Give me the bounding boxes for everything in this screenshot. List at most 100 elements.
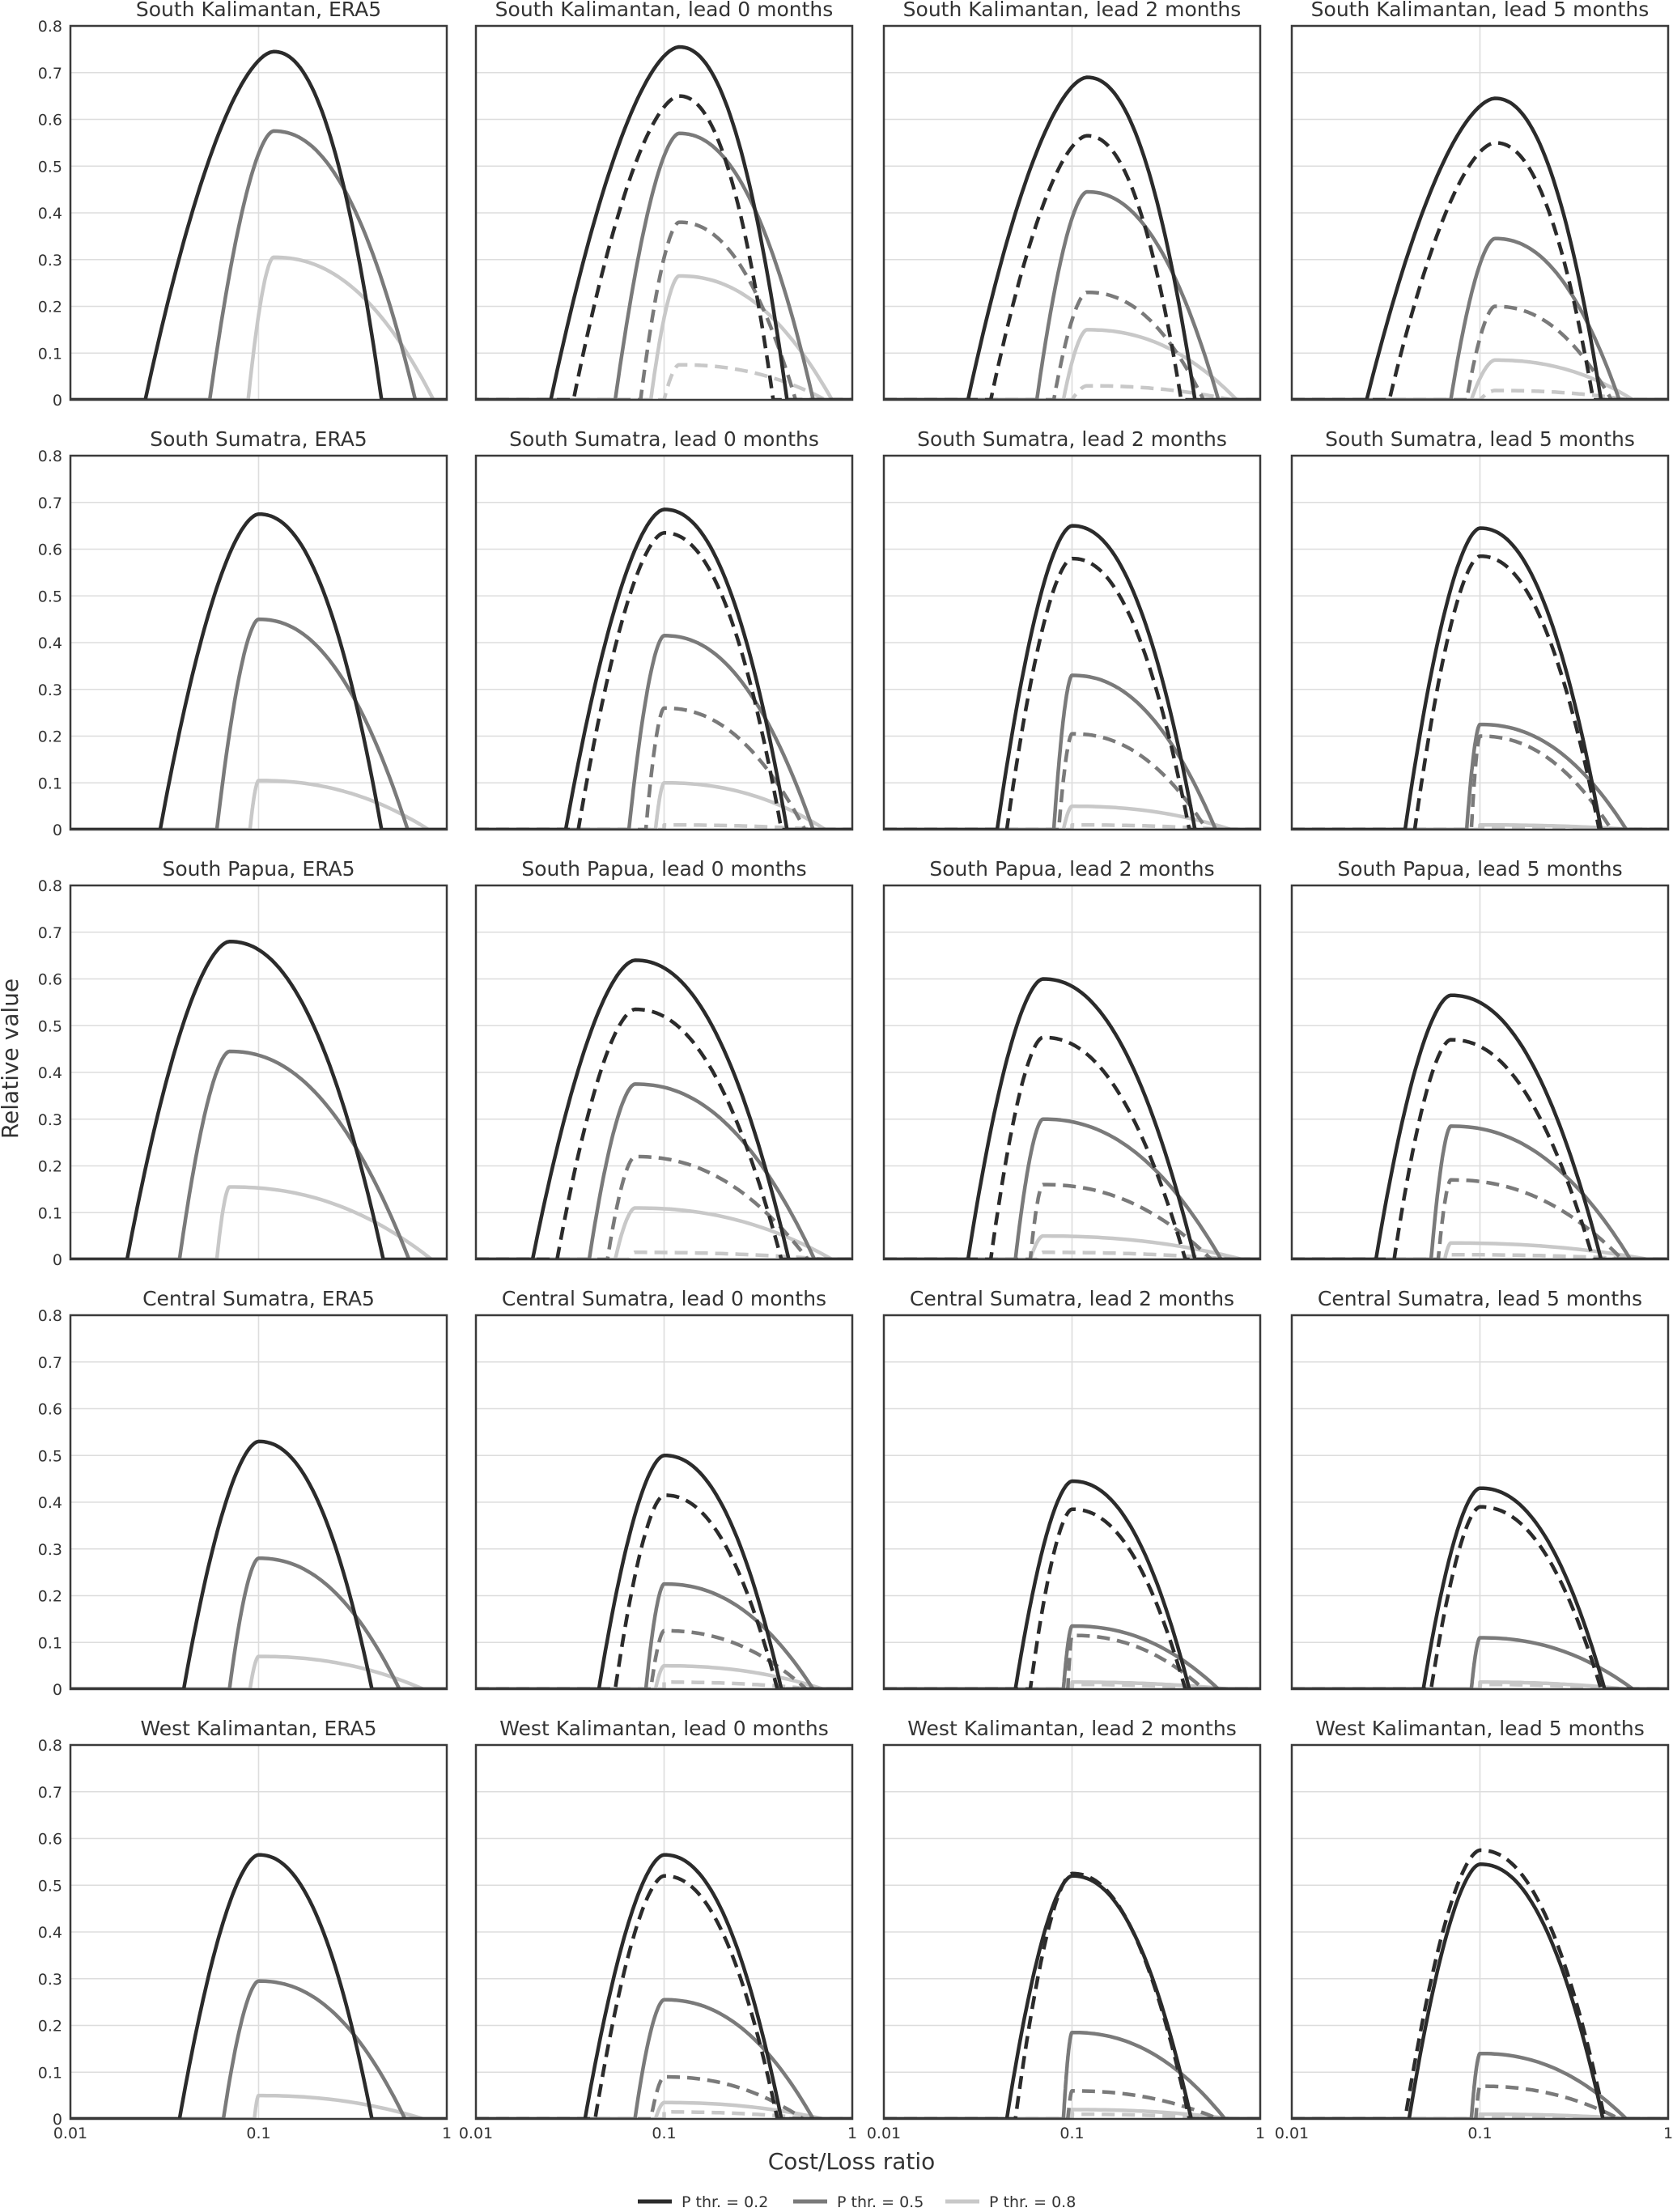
x-tick-label: 1 (847, 2125, 857, 2142)
forecast-curve-dashed (1292, 1848, 1668, 2119)
forecast-curve-dashed (1292, 388, 1668, 400)
forecast-curve-dashed (1292, 141, 1668, 400)
panel: South Kalimantan, lead 2 months (882, 0, 1262, 401)
forecast-curve-dashed (1292, 554, 1668, 830)
panel-title: West Kalimantan, lead 0 months (499, 1717, 828, 1740)
curve-solid (70, 1185, 447, 1259)
panel: South Kalimantan, lead 0 months (474, 0, 854, 401)
y-tick-label: 0.3 (38, 1971, 62, 1989)
panel: West Kalimantan, lead 2 months 0.01 0.1 1 (867, 1717, 1265, 2142)
forecast-curve-dashed (884, 1250, 1260, 1259)
curve-solid (70, 1979, 447, 2119)
y-tick-label: 0.5 (38, 588, 62, 605)
curve-solid (476, 781, 852, 830)
y-tick-label: 0.7 (38, 1784, 62, 1802)
y-tick-label: 0.8 (38, 877, 62, 895)
panel: South Papua, lead 0 months (474, 857, 854, 1261)
curve-solid (476, 1663, 852, 1689)
curve-group (476, 958, 852, 1259)
panel-frame (474, 24, 854, 401)
x-tick-label: 0.1 (1059, 2125, 1084, 2142)
curve-group (1292, 526, 1668, 830)
forecast-curve-dashed (1292, 304, 1668, 400)
curve-solid (884, 1117, 1260, 1259)
x-tick-label: 0.01 (459, 2125, 493, 2142)
panel-title: South Sumatra, lead 0 months (509, 427, 819, 451)
curve-group (884, 1479, 1260, 1689)
y-tick-label: 0.4 (38, 1924, 62, 1942)
panel-title: South Papua, lead 0 months (521, 857, 806, 881)
panel-frame (882, 454, 1262, 831)
panel-frame (69, 884, 448, 1261)
curve-solid (1292, 1124, 1668, 1259)
panel-frame (474, 884, 854, 1261)
x-axis-label: Cost/Loss ratio (768, 2148, 936, 2175)
curve-solid (884, 804, 1260, 830)
panel-title: South Kalimantan, lead 2 months (903, 0, 1242, 21)
y-tick-label: 0.3 (38, 681, 62, 699)
y-tick-label: 0.1 (38, 775, 62, 792)
y-tick-label: 0.4 (38, 635, 62, 652)
legend: P thr. = 0.2 P thr. = 0.5 P thr. = 0.8 (638, 2193, 1076, 2211)
panel-title: South Sumatra, lead 2 months (917, 427, 1227, 451)
y-tick-label: 0.2 (38, 1588, 62, 1606)
y-tick-label: 0.8 (38, 1307, 62, 1325)
forecast-curve-dashed (1292, 2084, 1668, 2119)
panel-frame (1290, 884, 1670, 1261)
y-tick-label: 0.1 (38, 1204, 62, 1222)
panel: South Sumatra, lead 0 months (474, 427, 854, 831)
y-tick-label: 0.6 (38, 1401, 62, 1419)
panel: Central Sumatra, lead 2 months (882, 1287, 1262, 1691)
curve-solid (476, 1853, 852, 2119)
panel-frame (69, 1314, 448, 1691)
panel: West Kalimantan, lead 5 months 0.01 0.1 1 (1275, 1717, 1673, 2142)
y-tick-label: 0.7 (38, 1354, 62, 1372)
curve-group (70, 512, 447, 830)
forecast-curve-dashed (476, 1493, 852, 1689)
forecast-curve-dashed (476, 220, 852, 400)
panel-title: South Kalimantan, lead 0 months (495, 0, 834, 21)
forecast-curve-dashed (476, 2110, 852, 2119)
curve-solid (884, 524, 1260, 830)
x-tick-label: 1 (1663, 2125, 1673, 2142)
forecast-curve-dashed (884, 2112, 1260, 2119)
y-tick-label: 0.3 (38, 252, 62, 270)
curve-group (884, 977, 1260, 1259)
curve-solid (476, 45, 852, 400)
panel-title: South Sumatra, lead 5 months (1325, 427, 1635, 451)
y-tick-label: 0.4 (38, 205, 62, 223)
curve-group (1292, 993, 1668, 1259)
panel: South Kalimantan, ERA5 0 0.1 0.2 0.3 0.4 0.5 0.… (38, 0, 448, 410)
forecast-curve-dashed (476, 1250, 852, 1259)
panel-title: West Kalimantan, lead 2 months (907, 1717, 1236, 1740)
curve-group (70, 1439, 447, 1689)
forecast-curve-dashed (476, 706, 852, 830)
forecast-curve-dashed (476, 531, 852, 830)
panel-title: Central Sumatra, lead 0 months (502, 1287, 826, 1310)
forecast-curve-dashed (884, 1182, 1260, 1259)
panel-title: West Kalimantan, ERA5 (140, 1717, 376, 1740)
panel-title: West Kalimantan, lead 5 months (1315, 1717, 1644, 1740)
curve-solid (884, 1624, 1260, 1689)
curve-solid (70, 1853, 447, 2119)
curve-solid (1292, 1636, 1668, 1689)
x-tick-label: 0.1 (1467, 2125, 1492, 2142)
curve-solid (70, 940, 447, 1259)
panel-frame (69, 1743, 448, 2121)
curve-solid (884, 189, 1260, 400)
y-tick-label: 0.6 (38, 971, 62, 989)
curve-solid (1292, 1241, 1668, 1259)
y-tick-label: 0.5 (38, 1017, 62, 1035)
panel: South Sumatra, lead 5 months (1290, 427, 1670, 831)
curve-solid (70, 617, 447, 830)
legend-label: P thr. = 0.2 (682, 2193, 768, 2211)
forecast-curve-dashed (884, 1871, 1260, 2119)
y-tick-label: 0.8 (38, 1737, 62, 1755)
curve-solid (70, 1439, 447, 1689)
panel-title: Central Sumatra, ERA5 (142, 1287, 375, 1310)
curve-solid (1292, 1486, 1668, 1689)
panel-title: South Kalimantan, ERA5 (136, 0, 381, 21)
forecast-curve-dashed (476, 822, 852, 830)
curve-solid (476, 274, 852, 400)
